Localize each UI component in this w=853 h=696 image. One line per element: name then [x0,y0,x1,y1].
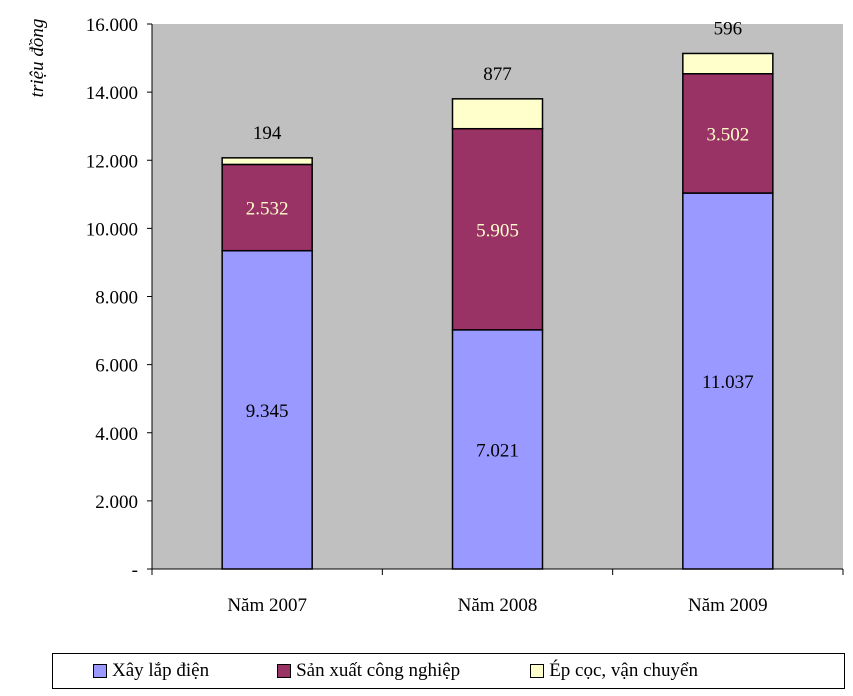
y-tick-label: 12.000 [86,151,138,172]
legend-swatch-xay-lap-dien [93,664,107,678]
y-tick-label: - [132,560,138,581]
bar-segment [221,163,313,252]
bar-segment [451,98,544,130]
y-tick-label: 14.000 [86,83,138,104]
x-tick-label: Năm 2009 [688,595,768,616]
y-tick-label: 4.000 [95,424,138,445]
legend: Xây lắp điện Sản xuất công nghiệp Ép cọc… [52,653,845,689]
y-tick-label: 6.000 [95,356,138,377]
data-label: 2.532 [246,199,289,220]
legend-label-xay-lap-dien: Xây lắp điện [112,660,210,681]
data-label: 5.905 [476,220,519,241]
data-label: 596 [714,18,743,39]
y-tick-label: 16.000 [86,15,138,36]
bar-segment [451,127,544,331]
legend-item-xay-lap-dien: Xây lắp điện [93,660,209,682]
data-label: 9.345 [246,401,289,422]
y-tick-label: 2.000 [95,492,138,513]
bar-segment [682,73,774,194]
stacked-bar-chart: triệu đồng - 2.000 4.000 6.000 8.000 10.000 12… [27,15,844,616]
data-label: 7.021 [476,440,519,461]
legend-item-san-xuat-cong-nghiep: Sản xuất công nghiệp [277,660,460,682]
bar-segment [682,192,774,570]
legend-label-san-xuat-cong-nghiep: Sản xuất công nghiệp [296,660,461,681]
legend-label-ep-coc-van-chuyen: Ép cọc, vận chuyển [549,660,698,681]
y-axis-title: triệu đồng [27,19,48,98]
y-tick-label: 10.000 [86,219,138,240]
x-tick-label: Năm 2008 [458,595,538,616]
bar-segment [682,52,774,75]
bar-segment [221,249,313,570]
legend-swatch-ep-coc-van-chuyen [530,664,545,678]
data-label: 11.037 [702,372,754,393]
data-label: 194 [253,123,282,144]
data-label: 877 [483,64,512,85]
y-tick-label: 8.000 [95,288,138,309]
x-tick-label: Năm 2007 [227,595,307,616]
bar-segment [221,157,313,166]
legend-swatch-san-xuat-cong-nghiep [277,664,292,678]
data-label: 3.502 [706,124,749,145]
legend-item-ep-coc-van-chuyen: Ép cọc, vận chuyển [530,660,698,682]
